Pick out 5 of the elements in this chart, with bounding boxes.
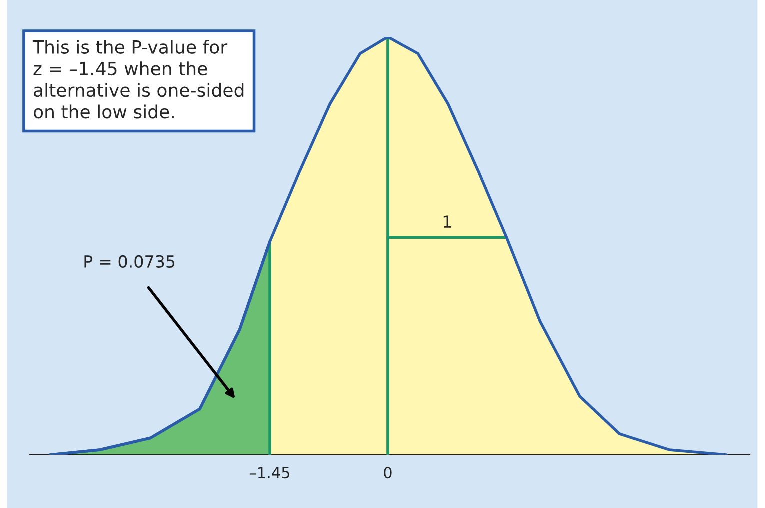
annotation: P = 0.0735	[84, 255, 175, 268]
annotation: 1	[444, 216, 452, 228]
annotation: This is the P-value for z = –1.45 when the alternative is one-sided on the low side.	[32, 40, 244, 119]
x-tick-label: –1.45	[250, 467, 290, 479]
x-tick-label: 0	[384, 467, 392, 479]
